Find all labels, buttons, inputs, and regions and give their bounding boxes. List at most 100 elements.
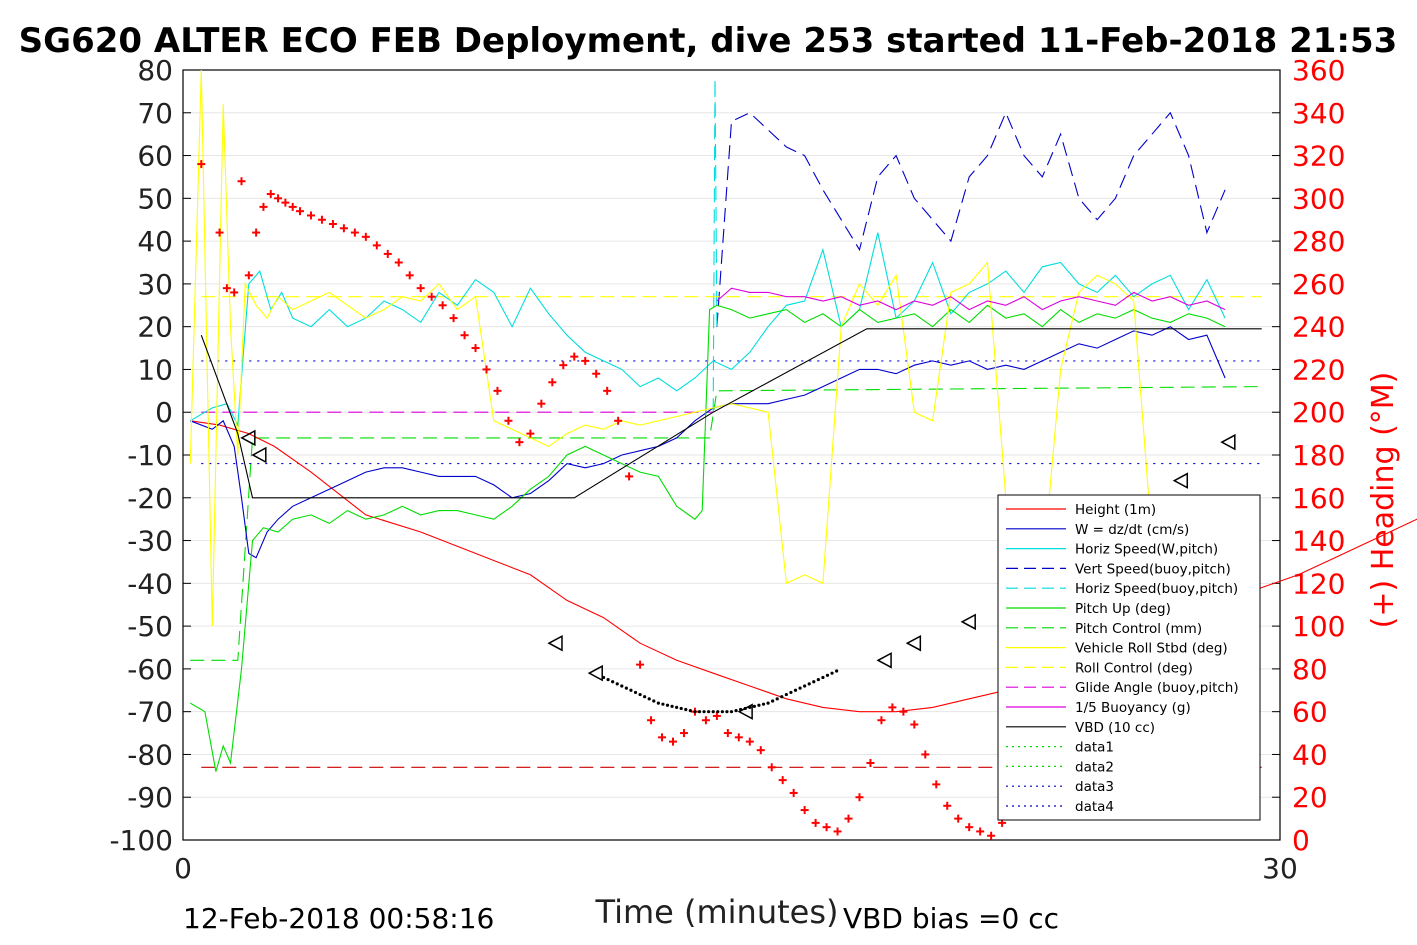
dot-marker [803, 684, 807, 688]
right-tick-label: 300 [1292, 182, 1345, 215]
legend-label: Horiz Speed(W,pitch) [1075, 542, 1218, 558]
dot-marker [716, 710, 720, 714]
left-tick-label: -80 [127, 738, 173, 771]
triangle-marker [960, 613, 976, 631]
left-tick-label: 40 [137, 225, 173, 258]
heading-point [767, 763, 776, 772]
left-tick-label: -20 [127, 482, 173, 515]
heading-point [361, 232, 370, 241]
legend-label: data3 [1075, 779, 1114, 795]
heading-point [259, 202, 268, 211]
left-tick-label: -100 [109, 824, 173, 857]
heading-point [372, 241, 381, 250]
legend-item: Horiz Speed(W,pitch) [1006, 542, 1218, 558]
right-tick-label: 220 [1292, 353, 1345, 386]
dot-marker [771, 699, 775, 703]
dot-marker [707, 710, 711, 714]
dot-marker [697, 710, 702, 714]
legend-label: Pitch Up (deg) [1075, 601, 1171, 617]
dot-marker [620, 684, 624, 688]
dot-marker [729, 710, 734, 714]
x-tick-label: 30 [1262, 852, 1298, 885]
left-tick-label: 80 [137, 54, 173, 87]
heading-point [636, 660, 645, 669]
legend-item: data4 [1006, 799, 1114, 815]
dot-markers [601, 669, 839, 714]
dot-marker [684, 707, 688, 712]
right-tick-label: 120 [1292, 567, 1345, 600]
heading-point [266, 190, 275, 199]
heading-point [701, 716, 710, 725]
heading-point [581, 356, 590, 365]
heading-point [712, 711, 721, 720]
heading-point [427, 292, 436, 301]
heading-point [482, 365, 491, 374]
dot-marker [624, 686, 628, 690]
legend-item: Height (1m) [1006, 502, 1156, 518]
legend-item: Pitch Up (deg) [1006, 601, 1171, 617]
legend-label: 1/5 Buoyancy (g) [1075, 700, 1191, 716]
heading-point [215, 228, 224, 237]
dot-marker [688, 708, 692, 713]
dot-marker [725, 710, 729, 714]
heading-point [438, 301, 447, 310]
triangle-marker [240, 429, 256, 447]
legend-item: Vert Speed(buoy,pitch) [1006, 561, 1231, 577]
heading-point [237, 177, 246, 186]
left-tick-label: -60 [127, 653, 173, 686]
right-tick-label: 360 [1292, 54, 1345, 87]
heading-point [625, 472, 634, 481]
dot-marker [693, 710, 697, 714]
right-tick-label: 160 [1292, 482, 1345, 515]
series-horiz_buoy [712, 78, 718, 413]
dot-marker [821, 675, 825, 680]
legend-label: Vert Speed(buoy,pitch) [1075, 561, 1231, 577]
legend-label: W = dz/dt (cm/s) [1075, 522, 1189, 538]
heading-point [288, 202, 297, 211]
legend-item: Vehicle Roll Stbd (deg) [1006, 641, 1228, 657]
legend-label: data4 [1075, 799, 1114, 815]
heading-point [789, 788, 798, 797]
heading-point [350, 228, 359, 237]
right-tick-label: 80 [1292, 653, 1328, 686]
triangle-marker [547, 634, 563, 652]
dot-marker [638, 692, 642, 697]
chart-title: SG620 ALTER ECO FEB Deployment, dive 253… [19, 21, 1398, 61]
heading-point [822, 823, 831, 832]
heading-point [416, 284, 425, 293]
dot-marker [798, 686, 802, 690]
legend: Height (1m) W = dz/dt (cm/s) Horiz Speed(W… [997, 494, 1261, 821]
dot-marker [665, 703, 670, 707]
dot-marker [670, 704, 674, 708]
legend-item: Roll Control (deg) [1006, 660, 1193, 676]
dot-marker [757, 703, 761, 707]
right-axis-label: (+) Heading (°M) [1366, 372, 1401, 629]
heading-point [230, 288, 239, 297]
dot-marker [739, 707, 743, 712]
dot-marker [761, 702, 766, 706]
heading-point [252, 228, 261, 237]
heading-point [449, 314, 458, 323]
dot-marker [835, 669, 839, 673]
heading-point [306, 211, 315, 220]
heading-point [504, 416, 513, 425]
dot-marker [633, 690, 638, 695]
heading-point [745, 737, 754, 746]
dot-marker [752, 704, 756, 708]
right-tick-label: 320 [1292, 140, 1345, 173]
dot-marker [661, 702, 665, 706]
left-tick-label: 70 [137, 97, 173, 130]
left-tick-label: 60 [137, 140, 173, 173]
series-pitch [190, 304, 1226, 772]
heading-point [383, 249, 392, 258]
heading-point [515, 438, 524, 447]
right-tick-label: 140 [1292, 525, 1345, 558]
legend-label: Vehicle Roll Stbd (deg) [1075, 641, 1228, 657]
heading-point [197, 160, 206, 169]
legend-label: data1 [1075, 740, 1114, 756]
heading-point [658, 733, 667, 742]
dot-marker [611, 680, 615, 684]
dot-marker [743, 706, 747, 711]
series-pitch_ctrl [190, 386, 1262, 661]
